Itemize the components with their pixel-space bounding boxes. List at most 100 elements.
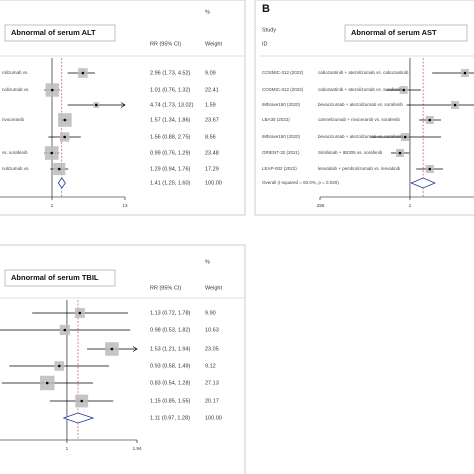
study-label: IMbrave150 (2020) (262, 102, 301, 107)
weight-label: 1.59 (205, 102, 216, 108)
treatment-label: cabozantinib + atezolizumab vs. sorafeni… (318, 87, 402, 92)
panel-title: Abnormal of serum TBIL (11, 273, 99, 282)
rr-label: 4.74 (1.73, 13.02) (150, 102, 194, 108)
treatment-label: nolizumab vs. (2, 87, 30, 92)
weight-label: 10.63 (205, 327, 219, 333)
header-weight: Weight (205, 41, 222, 47)
rr-label: 2.96 (1.73, 4.52) (150, 70, 191, 76)
x-tick-label: 1 (409, 203, 412, 208)
header-study: Study (262, 27, 276, 33)
x-tick-label: .256 (316, 203, 325, 208)
overall-weight-label: 100.00 (205, 180, 222, 186)
rr-label: 0.98 (0.53, 1.82) (150, 327, 191, 333)
weight-label: 23.05 (205, 346, 219, 352)
header-id: ID (262, 41, 268, 47)
x-tick-label: 1 (51, 203, 54, 208)
header-weight: Weight (205, 285, 222, 291)
rr-label: 1.57 (1.34, 1.86) (150, 117, 191, 123)
ci-arrow (132, 346, 138, 352)
point-estimate (428, 118, 432, 122)
treatment-label: lenvatinib + pembrolizumab vs. lenvatini… (318, 166, 401, 171)
point-estimate (428, 167, 432, 171)
study-label: LEAP-002 (2022) (262, 166, 297, 171)
overall-rr-label: 1.41 (1.25, 1.60) (150, 180, 191, 186)
study-label: COSMIC-312 (2022) (262, 87, 304, 92)
treatment-label: camrelizumab + rivoceranib vs. sorafenib (318, 117, 400, 122)
point-estimate (63, 135, 66, 139)
treatment-label: rolizumab vs. (2, 70, 29, 75)
treatment-label: bevacizumab + atezolizumab vs. sorafenib (318, 102, 403, 107)
rr-label: 0.99 (0.76, 1.29) (150, 150, 191, 156)
rr-label: 1.29 (0.94, 1.76) (150, 166, 191, 172)
point-estimate (403, 135, 407, 139)
treatment-label: nolizumab vs. (2, 166, 30, 171)
point-estimate (402, 88, 406, 92)
weight-label: 9.09 (205, 70, 216, 76)
header-pct: % (205, 9, 210, 15)
overall-diamond (410, 177, 436, 189)
rr-label: 1.01 (0.76, 1.32) (150, 87, 191, 93)
point-estimate (45, 381, 49, 385)
weight-label: 20.17 (205, 398, 219, 404)
overall-label: Overall (I-squared = 60.0%, p = 0.020) (262, 180, 339, 185)
rr-label: 1.53 (1.21, 1.94) (150, 346, 191, 352)
rr-label: 0.93 (0.58, 1.49) (150, 363, 191, 369)
treatment-label: vs. sorafenib (2, 150, 28, 155)
study-label: LBA35 (2022) (262, 117, 290, 122)
point-estimate (453, 103, 457, 107)
treatment-label: cabozantinib + atezolizumab vs. cabozant… (318, 70, 409, 75)
point-estimate (398, 151, 402, 155)
study-label: COSMIC-312 (2022) (262, 70, 304, 75)
weight-label: 27.13 (205, 380, 219, 386)
overall-diamond (62, 412, 95, 424)
point-estimate (57, 167, 61, 171)
panel-a-content: Abnormal of serum ALT% RR (95% CI) Weight 1… (0, 9, 245, 208)
rr-label: 1.56 (0.88, 2.75) (150, 134, 191, 140)
study-label: ORIENT-32 (2021) (262, 150, 300, 155)
header-rr: RR (95% CI) (150, 41, 181, 47)
weight-label: 9.90 (205, 310, 216, 316)
point-estimate (81, 71, 85, 75)
point-estimate (94, 103, 98, 107)
point-estimate (463, 71, 467, 75)
panel-label: B (262, 3, 270, 15)
title-box (4, 269, 116, 287)
weight-label: 9.12 (205, 363, 216, 369)
point-estimate (57, 364, 61, 368)
treatment-label: Sintilimab + IBI305 vs. sorafenib (318, 150, 383, 155)
weight-label: 22.41 (205, 87, 219, 93)
rr-label: 1.15 (0.85, 1.55) (150, 398, 191, 404)
treatment-label: rivoceranib (2, 117, 25, 122)
overall-weight-label: 100.00 (205, 415, 222, 421)
point-estimate (78, 311, 82, 315)
overall-diamond (57, 177, 66, 189)
weight-label: 23.48 (205, 150, 219, 156)
panel-b-content: Abnormal of serum AST B Study ID .256 1 COSMIC… (260, 3, 474, 208)
point-estimate (63, 328, 67, 332)
point-estimate (63, 118, 67, 122)
point-estimate (110, 347, 114, 351)
weight-label: 23.67 (205, 117, 219, 123)
point-estimate (80, 399, 84, 403)
study-label: IMbrave150 (2020) (262, 134, 301, 139)
point-estimate (50, 88, 54, 92)
x-tick-label: 13 (122, 203, 128, 208)
x-tick-label: 1.94 (133, 446, 142, 451)
title-box (4, 24, 116, 42)
header-pct: % (205, 259, 210, 265)
panel-c-content: Abnormal of serum TBIL% RR (95% CI) Weight… (0, 259, 245, 451)
panel-title: Abnormal of serum ALT (11, 28, 96, 37)
overall-rr-label: 1.11 (0.97, 1.28) (150, 415, 190, 421)
treatment-label: bevacizumab + atezolizumab vs. sorafenib (318, 134, 403, 139)
point-estimate (50, 151, 54, 155)
title-box (344, 24, 468, 42)
weight-label: 17.29 (205, 166, 219, 172)
x-tick-label: 1 (66, 446, 69, 451)
ci-arrow (120, 102, 126, 108)
rr-label: 0.83 (0.54, 1.28) (150, 380, 191, 386)
weight-label: 8.56 (205, 134, 216, 140)
header-rr: RR (95% CI) (150, 285, 181, 291)
rr-label: 1.13 (0.72, 1.78) (150, 310, 191, 316)
panel-title: Abnormal of serum AST (351, 28, 437, 37)
